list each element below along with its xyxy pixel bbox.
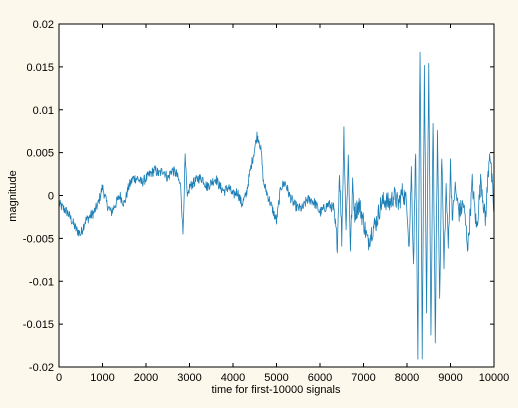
- series-layer: [59, 51, 494, 360]
- y-tick-label: 0: [48, 191, 54, 203]
- y-tick-label: 0.015: [26, 62, 54, 74]
- y-tick-label: 0.01: [33, 105, 54, 117]
- x-tick-label: 3000: [177, 372, 201, 384]
- y-axis-label: magnitude: [7, 170, 19, 221]
- series-line: [59, 51, 494, 360]
- x-tick-label: 6000: [308, 372, 332, 384]
- x-tick-label: 0: [56, 372, 62, 384]
- x-tick-label: 1000: [90, 372, 114, 384]
- x-tick-label: 8000: [395, 372, 419, 384]
- y-tick-label: 0.005: [26, 148, 54, 160]
- x-axis-label: time for first-10000 signals: [212, 384, 341, 396]
- y-tick-label: 0.02: [33, 19, 54, 31]
- y-tick-label: -0.01: [29, 276, 54, 288]
- y-tick-label: -0.015: [23, 319, 54, 331]
- x-tick-label: 4000: [221, 372, 245, 384]
- ticks-layer: 0 1000 2000 3000 4000 5000 6000 7000 8000 9000 100…: [23, 19, 510, 384]
- x-tick-label: 2000: [134, 372, 158, 384]
- x-tick-label: 7000: [351, 372, 375, 384]
- x-tick-label: 9000: [438, 372, 462, 384]
- y-tick-label: -0.02: [29, 362, 54, 374]
- y-tick-label: -0.005: [23, 233, 54, 245]
- x-tick-label: 5000: [264, 372, 288, 384]
- x-tick-label: 10000: [479, 372, 510, 384]
